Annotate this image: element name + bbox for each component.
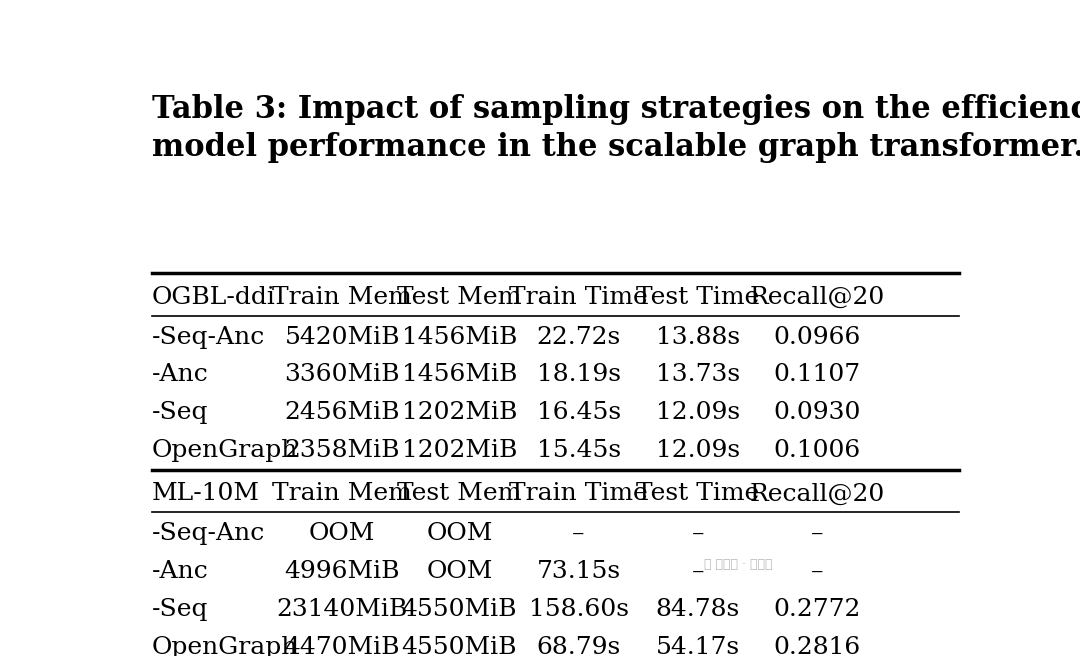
Text: Test Time: Test Time: [636, 286, 759, 309]
Text: 0.1107: 0.1107: [773, 363, 861, 386]
Text: 84.78s: 84.78s: [656, 598, 740, 621]
Text: 22.72s: 22.72s: [537, 325, 621, 348]
Text: OOM: OOM: [427, 522, 492, 545]
Text: Recall@20: Recall@20: [750, 286, 885, 309]
Text: ML-10M: ML-10M: [151, 482, 260, 505]
Text: 3360MiB: 3360MiB: [284, 363, 400, 386]
Text: 0.0930: 0.0930: [773, 401, 861, 424]
Text: 2456MiB: 2456MiB: [284, 401, 400, 424]
Text: 23140MiB: 23140MiB: [276, 598, 408, 621]
Text: Table 3: Impact of sampling strategies on the efficiency and
model performance i: Table 3: Impact of sampling strategies o…: [151, 94, 1080, 163]
Text: Test Mem: Test Mem: [397, 482, 522, 505]
Text: -Seq: -Seq: [151, 401, 208, 424]
Text: 4550MiB: 4550MiB: [402, 636, 517, 656]
Text: –: –: [811, 522, 823, 545]
Text: –: –: [572, 522, 585, 545]
Text: –: –: [811, 560, 823, 583]
Text: 2358MiB: 2358MiB: [284, 440, 400, 462]
Text: Test Mem: Test Mem: [397, 286, 522, 309]
Text: -Anc: -Anc: [151, 560, 208, 583]
Text: 12.09s: 12.09s: [656, 440, 740, 462]
Text: –: –: [691, 560, 704, 583]
Text: 4550MiB: 4550MiB: [402, 598, 517, 621]
Text: Recall@20: Recall@20: [750, 482, 885, 505]
Text: 5420MiB: 5420MiB: [284, 325, 400, 348]
Text: 1202MiB: 1202MiB: [402, 440, 517, 462]
Text: Train Time: Train Time: [510, 286, 648, 309]
Text: 1456MiB: 1456MiB: [402, 325, 517, 348]
Text: 0.0966: 0.0966: [773, 325, 861, 348]
Text: -Seq: -Seq: [151, 598, 208, 621]
Text: -Seq-Anc: -Seq-Anc: [151, 522, 265, 545]
Text: 54.17s: 54.17s: [656, 636, 740, 656]
Text: Train Mem: Train Mem: [272, 286, 413, 309]
Text: 1202MiB: 1202MiB: [402, 401, 517, 424]
Text: 13.73s: 13.73s: [656, 363, 740, 386]
Text: OGBL-ddi: OGBL-ddi: [151, 286, 275, 309]
Text: 73.15s: 73.15s: [537, 560, 621, 583]
Text: 4996MiB: 4996MiB: [284, 560, 400, 583]
Text: Train Time: Train Time: [510, 482, 648, 505]
Text: OOM: OOM: [427, 560, 492, 583]
Text: 68.79s: 68.79s: [537, 636, 621, 656]
Text: 📷 公众号 · 新知元: 📷 公众号 · 新知元: [704, 558, 772, 571]
Text: 0.2816: 0.2816: [773, 636, 861, 656]
Text: OOM: OOM: [309, 522, 376, 545]
Text: 1456MiB: 1456MiB: [402, 363, 517, 386]
Text: 158.60s: 158.60s: [528, 598, 629, 621]
Text: 0.1006: 0.1006: [773, 440, 861, 462]
Text: 0.2772: 0.2772: [773, 598, 861, 621]
Text: –: –: [691, 522, 704, 545]
Text: OpenGraph: OpenGraph: [151, 440, 298, 462]
Text: 15.45s: 15.45s: [537, 440, 621, 462]
Text: -Anc: -Anc: [151, 363, 208, 386]
Text: Test Time: Test Time: [636, 482, 759, 505]
Text: Train Mem: Train Mem: [272, 482, 413, 505]
Text: -Seq-Anc: -Seq-Anc: [151, 325, 265, 348]
Text: 13.88s: 13.88s: [656, 325, 740, 348]
Text: 16.45s: 16.45s: [537, 401, 621, 424]
Text: 4470MiB: 4470MiB: [284, 636, 400, 656]
Text: 18.19s: 18.19s: [537, 363, 621, 386]
Text: 12.09s: 12.09s: [656, 401, 740, 424]
Text: OpenGraph: OpenGraph: [151, 636, 298, 656]
